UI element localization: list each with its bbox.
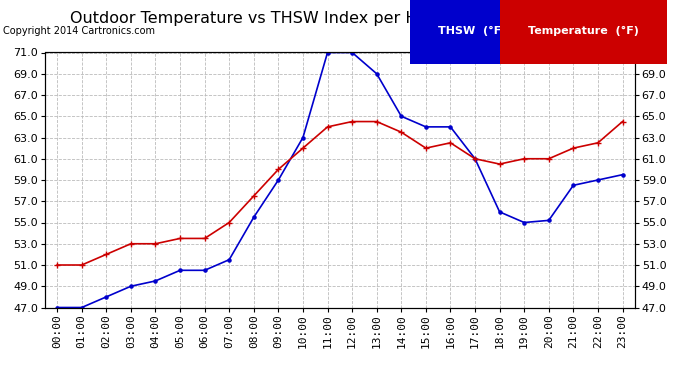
Text: THSW  (°F): THSW (°F) [438, 26, 506, 36]
Text: Temperature  (°F): Temperature (°F) [528, 26, 639, 36]
Text: Outdoor Temperature vs THSW Index per Hour (24 Hours) 20141001: Outdoor Temperature vs THSW Index per Ho… [70, 11, 620, 26]
Text: Copyright 2014 Cartronics.com: Copyright 2014 Cartronics.com [3, 26, 155, 36]
